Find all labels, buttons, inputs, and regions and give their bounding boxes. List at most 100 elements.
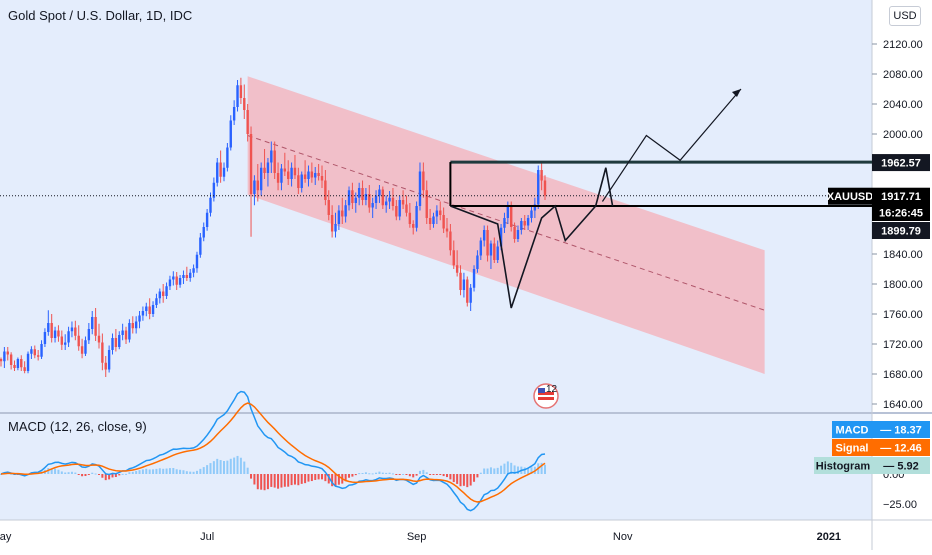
- histogram-bar: [81, 474, 84, 477]
- candle: [418, 162, 422, 211]
- macd-pane-background: [0, 414, 872, 520]
- svg-text:— 18.37: — 18.37: [880, 425, 922, 437]
- candle: [327, 190, 330, 221]
- candle: [381, 186, 385, 209]
- candle: [195, 251, 199, 273]
- parallel-channel[interactable]: [247, 76, 765, 374]
- histogram-bar: [138, 470, 141, 474]
- price-tick-label: 1640.00: [883, 399, 923, 411]
- histogram-bar: [155, 468, 158, 474]
- histogram-bar: [530, 467, 533, 474]
- histogram-bar: [462, 474, 465, 486]
- candle: [0, 357, 3, 367]
- candle: [455, 250, 459, 277]
- histogram-bar: [54, 468, 57, 474]
- candle: [482, 225, 486, 247]
- candle: [354, 192, 357, 213]
- candle: [459, 265, 462, 296]
- price-tag: 1899.79: [872, 222, 930, 239]
- candle: [263, 149, 266, 179]
- macd-title[interactable]: MACD (12, 26, close, 9): [8, 419, 147, 434]
- candle: [256, 164, 259, 202]
- currency-button[interactable]: USD: [889, 6, 921, 26]
- candle: [378, 185, 381, 203]
- histogram-bar: [260, 474, 263, 490]
- histogram-bar: [544, 464, 546, 474]
- price-tick-label: 1800.00: [883, 279, 923, 291]
- histogram-bar: [179, 469, 182, 474]
- candle: [337, 205, 341, 230]
- candle: [280, 164, 283, 191]
- candle: [303, 160, 307, 183]
- candle: [486, 225, 489, 262]
- price-axis[interactable]: 2120.00 2080.00 2040.00 2000.00 1840.00 1800.…: [872, 39, 923, 411]
- histogram-bar: [263, 474, 266, 491]
- histogram-bar: [540, 462, 543, 474]
- candle: [239, 77, 243, 104]
- time-axis[interactable]: MayJulSepNov2021MarMay: [0, 531, 932, 543]
- histogram-bar: [158, 468, 161, 474]
- candle: [432, 212, 435, 228]
- candle: [259, 162, 263, 196]
- histogram-bar: [378, 471, 381, 474]
- candle: [36, 350, 40, 361]
- histogram-bar: [290, 474, 293, 486]
- histogram-bar: [74, 472, 77, 474]
- histogram-bar: [283, 474, 286, 487]
- histogram-bar: [317, 474, 320, 480]
- histogram-bar: [459, 474, 462, 487]
- price-tick-label: 2040.00: [883, 99, 923, 111]
- histogram-bar: [331, 474, 334, 487]
- candle: [47, 310, 50, 336]
- histogram-bar: [111, 474, 114, 478]
- projection-path[interactable]: [601, 88, 742, 202]
- candle: [425, 180, 428, 224]
- candle: [161, 284, 165, 303]
- candle: [361, 180, 364, 206]
- histogram-bar: [327, 474, 330, 484]
- price-tick-label: 2120.00: [883, 39, 923, 51]
- candle: [111, 333, 114, 355]
- histogram-bar: [418, 470, 421, 474]
- histogram-bar: [121, 473, 124, 475]
- signal-line[interactable]: [0, 402, 546, 503]
- candle: [442, 207, 445, 233]
- candle: [364, 188, 368, 206]
- macd-line[interactable]: [0, 390, 546, 512]
- histogram-bar: [439, 474, 442, 475]
- histogram-bar: [277, 474, 280, 489]
- channel-midline[interactable]: [247, 135, 765, 311]
- svg-text:1917.71: 1917.71: [881, 191, 921, 203]
- candle: [232, 100, 236, 125]
- histogram-bar: [398, 474, 401, 475]
- chart-title: Gold Spot / U.S. Dollar, 1D, IDC: [8, 8, 192, 23]
- candle: [314, 167, 317, 185]
- candle: [472, 265, 476, 292]
- histogram-bar: [168, 468, 171, 474]
- histogram-bar: [97, 474, 100, 475]
- price-tick-label: 2000.00: [883, 129, 923, 141]
- histogram-bar: [77, 474, 80, 475]
- pattern-zigzag[interactable]: [450, 167, 614, 309]
- drawings-group[interactable]: [0, 88, 872, 309]
- candle: [178, 275, 182, 288]
- candle: [107, 345, 111, 373]
- histogram-bar: [280, 474, 283, 488]
- histogram-bar: [141, 469, 144, 474]
- candle: [77, 325, 80, 351]
- candle: [293, 155, 297, 179]
- candle: [324, 170, 327, 206]
- channel-fill[interactable]: [247, 76, 765, 374]
- histogram-bar: [368, 473, 371, 475]
- histogram-bar: [293, 474, 296, 485]
- flag-icon[interactable]: 12: [533, 383, 559, 409]
- histogram-bar: [192, 471, 195, 474]
- histogram-bar: [354, 474, 357, 476]
- histogram-bar: [250, 474, 253, 479]
- candles-group[interactable]: [0, 77, 547, 377]
- candle: [124, 326, 128, 344]
- histogram-bar: [118, 474, 121, 476]
